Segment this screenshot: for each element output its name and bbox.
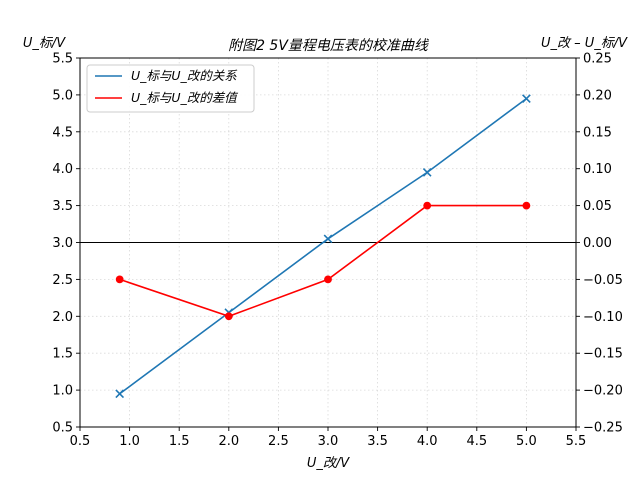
x-tick-label: 0.5 <box>70 434 91 449</box>
x-tick-label: 2.0 <box>218 434 239 449</box>
y2-tick-label: 0.25 <box>583 52 612 67</box>
difference-point <box>324 275 332 284</box>
y-tick-label: 2.5 <box>52 273 73 288</box>
y-tick-label: 1.0 <box>52 384 73 399</box>
y-tick-label: 3.5 <box>52 199 73 214</box>
x-tick-label: 3.0 <box>318 434 339 449</box>
relation-point <box>522 94 531 103</box>
difference-point <box>522 201 531 210</box>
relation-point-stroke <box>422 168 432 177</box>
y2-tick-label: −0.10 <box>583 310 623 325</box>
y2-axis-label: U_改 – U_标/V <box>541 36 628 51</box>
y2-tick-label: −0.15 <box>583 347 623 362</box>
legend-box <box>86 64 255 113</box>
chart-title: 附图2 5V量程电压表的校准曲线 <box>228 38 430 54</box>
y-tick-label: 5.5 <box>52 52 73 67</box>
y-tick-label: 0.5 <box>52 421 73 436</box>
legend-label-difference: U_标与U_改的差值 <box>131 90 238 105</box>
relation-point <box>323 234 333 244</box>
y2-tick-label: −0.25 <box>583 421 623 436</box>
y2-tick-label: 0.00 <box>583 236 612 251</box>
y-tick-label: 4.5 <box>52 125 73 140</box>
x-axis-label: U_改/V <box>307 456 350 471</box>
y2-tick-label: 0.15 <box>583 125 612 140</box>
y-tick-label: 3.0 <box>52 236 73 251</box>
y-tick-label: 4.0 <box>52 162 73 177</box>
y-tick-label: 2.0 <box>52 310 73 325</box>
y2-tick-label: 0.10 <box>583 162 612 177</box>
relation-point <box>422 168 432 177</box>
x-tick-label: 5.0 <box>516 434 537 449</box>
y-tick-label: 5.0 <box>52 88 73 103</box>
difference-point <box>115 275 124 284</box>
x-tick-label: 4.0 <box>417 434 438 449</box>
x-tick-label: 3.5 <box>367 434 388 449</box>
x-tick-label: 1.0 <box>119 434 140 449</box>
x-tick-label: 1.5 <box>169 434 190 449</box>
axes: 0.5 1.0 1.5 2.0 2.5 3.0 3.5 4.0 4.5 5.0 5.5 0.5 1.0 1… <box>52 52 623 450</box>
legend-label-relation: U_标与U_改的关系 <box>131 68 238 83</box>
y2-tick-label: 0.20 <box>583 88 612 103</box>
y2-tick-label: 0.05 <box>583 199 612 214</box>
y-tick-label: 1.5 <box>52 347 73 362</box>
y2-tick-label: −0.05 <box>583 273 623 288</box>
data-series <box>115 94 531 399</box>
legend: U_标与U_改的关系 U_标与U_改的差值 <box>86 64 255 113</box>
difference-point <box>224 312 233 321</box>
relation-point-stroke <box>323 234 333 244</box>
x-tick-label: 4.5 <box>466 434 487 449</box>
relation-point <box>115 389 125 399</box>
relation-point-stroke <box>115 389 125 399</box>
x-tick-label: 2.5 <box>268 434 289 449</box>
y-axis-label: U_标/V <box>23 36 66 51</box>
y2-tick-label: −0.20 <box>583 384 623 399</box>
plot-frame <box>79 57 577 428</box>
difference-point <box>423 201 432 210</box>
series-difference <box>115 201 531 321</box>
x-tick-label: 5.5 <box>566 434 587 449</box>
relation-point-stroke <box>522 94 531 103</box>
